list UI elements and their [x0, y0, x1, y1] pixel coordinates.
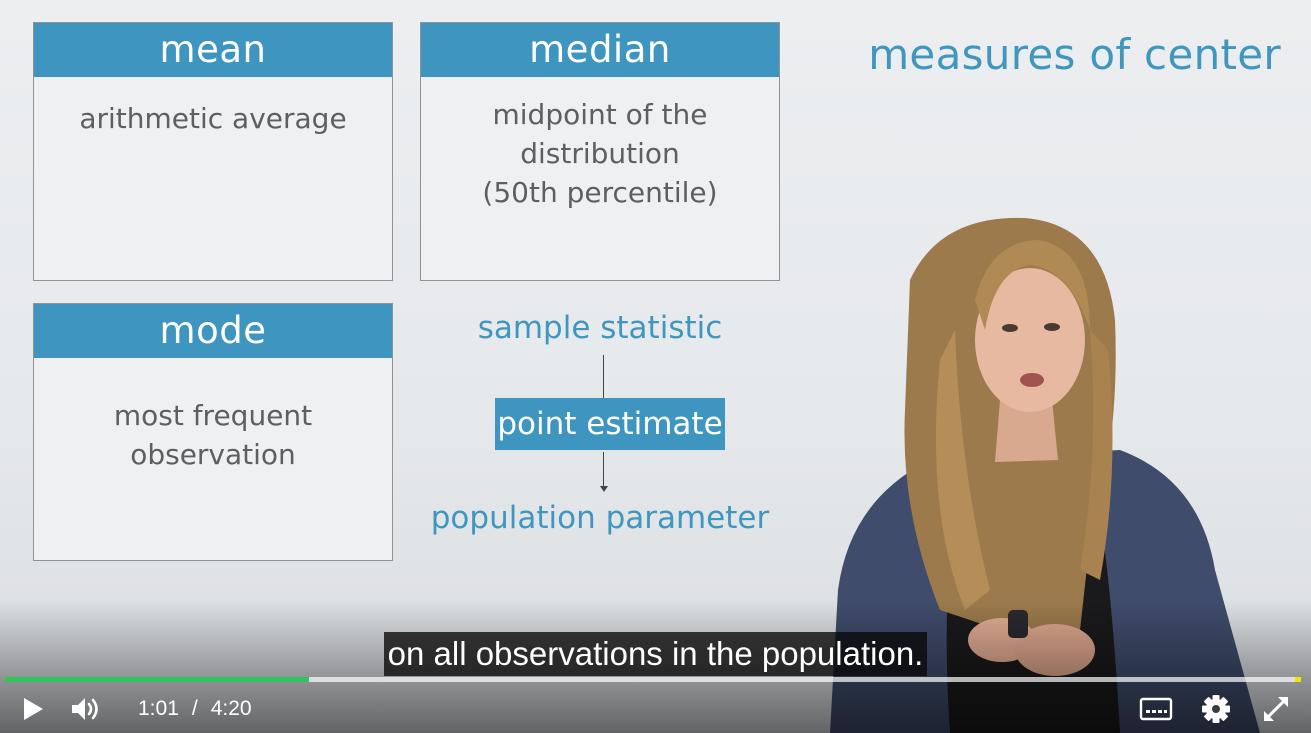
mode-card-header: mode: [34, 304, 392, 358]
mode-card-body: most frequent observation: [113, 399, 313, 471]
sample-statistic-label: sample statistic: [477, 310, 723, 346]
fullscreen-icon: [1264, 697, 1288, 721]
flow-connector-line: [603, 355, 604, 398]
caption-text: on all observations in the population.: [383, 632, 928, 676]
mean-card: mean arithmetic average: [33, 22, 393, 281]
settings-button[interactable]: [1198, 692, 1234, 726]
progress-end-marker: [1295, 677, 1301, 682]
fullscreen-button[interactable]: [1258, 692, 1294, 726]
progress-bar[interactable]: [5, 677, 1301, 682]
population-parameter-label: population parameter: [430, 500, 770, 536]
subtitle-caption: on all observations in the population.: [0, 632, 1311, 676]
gear-icon: [1202, 695, 1230, 723]
volume-button[interactable]: [68, 692, 106, 726]
play-button[interactable]: [18, 692, 48, 726]
mode-card: mode most frequent observation: [33, 303, 393, 561]
buffered-bar: [5, 677, 1297, 682]
captions-icon: [1139, 697, 1173, 721]
point-estimate-box: point estimate: [495, 398, 725, 450]
duration: 4:20: [210, 697, 252, 720]
mean-card-header: mean: [34, 23, 392, 77]
played-bar: [5, 677, 309, 682]
median-card-header: median: [421, 23, 779, 77]
slide-title: measures of center: [868, 30, 1281, 79]
flow-connector-line: [603, 452, 604, 488]
median-card: median midpoint of the distribution (50t…: [420, 22, 780, 281]
play-icon: [24, 698, 43, 720]
captions-button[interactable]: [1136, 692, 1176, 726]
current-time: 1:01: [138, 697, 179, 720]
volume-icon: [72, 698, 98, 720]
mean-card-body: arithmetic average: [79, 102, 347, 135]
flow-arrow-icon: [600, 486, 608, 492]
time-display: 1:01 / 4:20: [138, 697, 252, 721]
time-separator: /: [191, 697, 198, 720]
median-card-body: midpoint of the distribution (50th perce…: [482, 98, 718, 209]
